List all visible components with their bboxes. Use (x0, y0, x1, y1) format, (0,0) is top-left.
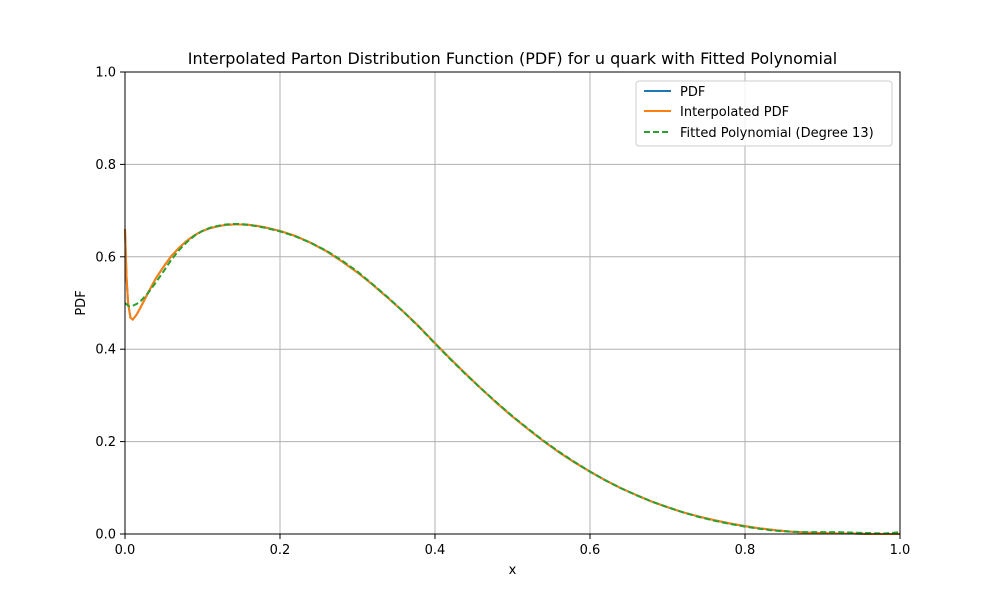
fitted-polynomial-series-line (124, 223, 901, 535)
y-tick-label: 0.4 (95, 343, 116, 358)
x-tick-label: 1.0 (890, 543, 911, 558)
x-tick-label: 0.0 (115, 543, 136, 558)
x-tick-label: 0.2 (270, 543, 291, 558)
y-axis-label: PDF (74, 290, 89, 315)
x-tick-label: 0.4 (425, 543, 446, 558)
plot-area-frame (124, 71, 901, 535)
x-tick-label: 0.6 (580, 543, 601, 558)
y-tick-label: 0.2 (95, 435, 116, 450)
legend-frame (635, 80, 893, 147)
legend-label-fitted-polynomial: Fitted Polynomial (Degree 13) (680, 126, 874, 141)
legend-label-pdf: PDF (680, 85, 705, 100)
y-tick-label: 0.6 (95, 250, 116, 265)
chart-title: Interpolated Parton Distribution Functio… (188, 49, 838, 68)
y-tick-label: 1.0 (95, 66, 116, 81)
legend: PDF Interpolated PDF Fitted Polynomial (… (635, 80, 893, 147)
y-tick-label: 0.0 (95, 528, 116, 543)
axis-ticks: 0.0 0.2 0.4 0.6 0.8 1.0 0.0 0.2 0.4 0.6 0.8 1.0 (95, 66, 910, 559)
x-axis-label: x (509, 563, 517, 578)
x-tick-label: 0.8 (735, 543, 756, 558)
series-lines (124, 223, 901, 535)
y-tick-label: 0.8 (95, 158, 116, 173)
legend-label-interpolated-pdf: Interpolated PDF (680, 105, 789, 120)
